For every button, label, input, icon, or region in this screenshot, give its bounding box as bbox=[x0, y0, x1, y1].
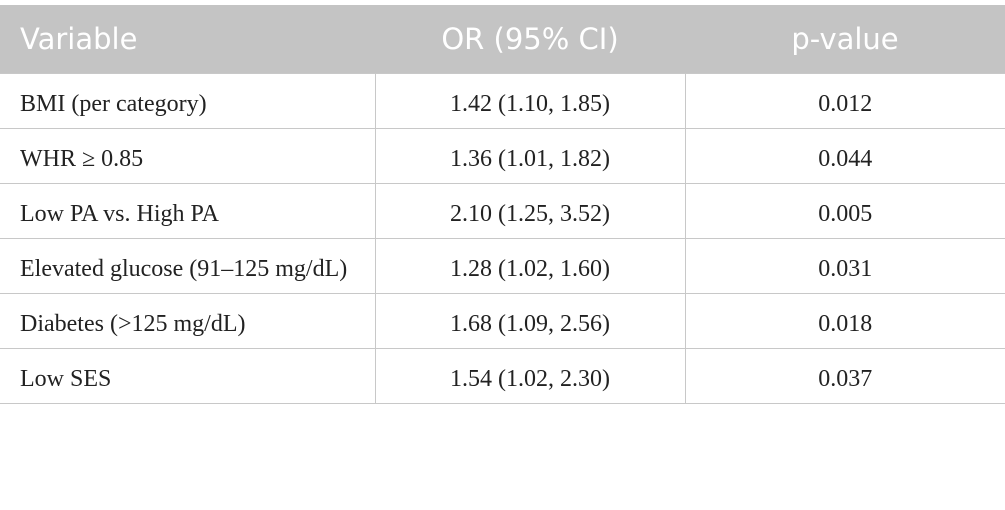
table-cell: BMI (per category) bbox=[0, 73, 376, 129]
table-cell: 0.005 bbox=[684, 183, 1005, 239]
table: Variable OR (95% CI) p-value BMI (per cate… bbox=[0, 5, 1005, 404]
table-body: BMI (per category) 1.42 (1.10, 1.85) 0.012… bbox=[0, 73, 1005, 404]
table-cell: 0.037 bbox=[684, 348, 1005, 404]
table-cell: Elevated glucose (91–125 mg/dL) bbox=[0, 238, 376, 294]
header-cell: Variable bbox=[0, 5, 375, 74]
table-row: Low PA vs. High PA 2.10 (1.25, 3.52) 0.005 bbox=[0, 183, 1005, 239]
table-row: BMI (per category) 1.42 (1.10, 1.85) 0.012 bbox=[0, 73, 1005, 129]
table-cell: 1.54 (1.02, 2.30) bbox=[374, 348, 686, 404]
table-cell: 1.42 (1.10, 1.85) bbox=[374, 73, 686, 129]
table-container: Variable OR (95% CI) p-value BMI (per cate… bbox=[0, 5, 1005, 404]
table-cell: Diabetes (>125 mg/dL) bbox=[0, 293, 376, 349]
table-row: Low SES 1.54 (1.02, 2.30) 0.037 bbox=[0, 348, 1005, 404]
table-cell: 1.28 (1.02, 1.60) bbox=[374, 238, 686, 294]
table-row: Diabetes (>125 mg/dL) 1.68 (1.09, 2.56) 0.… bbox=[0, 293, 1005, 349]
table-cell: 1.36 (1.01, 1.82) bbox=[374, 128, 686, 184]
table-cell: 0.044 bbox=[684, 128, 1005, 184]
table-cell: 0.018 bbox=[684, 293, 1005, 349]
table-cell: WHR ≥ 0.85 bbox=[0, 128, 376, 184]
header-cell: p-value bbox=[685, 5, 1005, 74]
header-row: Variable OR (95% CI) p-value bbox=[0, 5, 1005, 74]
table-cell: 0.012 bbox=[684, 73, 1005, 129]
table-cell: Low SES bbox=[0, 348, 376, 404]
header-cell: OR (95% CI) bbox=[375, 5, 685, 74]
table-cell: 1.68 (1.09, 2.56) bbox=[374, 293, 686, 349]
table-cell: Low PA vs. High PA bbox=[0, 183, 376, 239]
table-cell: 0.031 bbox=[684, 238, 1005, 294]
table-row: WHR ≥ 0.85 1.36 (1.01, 1.82) 0.044 bbox=[0, 128, 1005, 184]
table-cell: 2.10 (1.25, 3.52) bbox=[374, 183, 686, 239]
table-row: Elevated glucose (91–125 mg/dL) 1.28 (1.0… bbox=[0, 238, 1005, 294]
